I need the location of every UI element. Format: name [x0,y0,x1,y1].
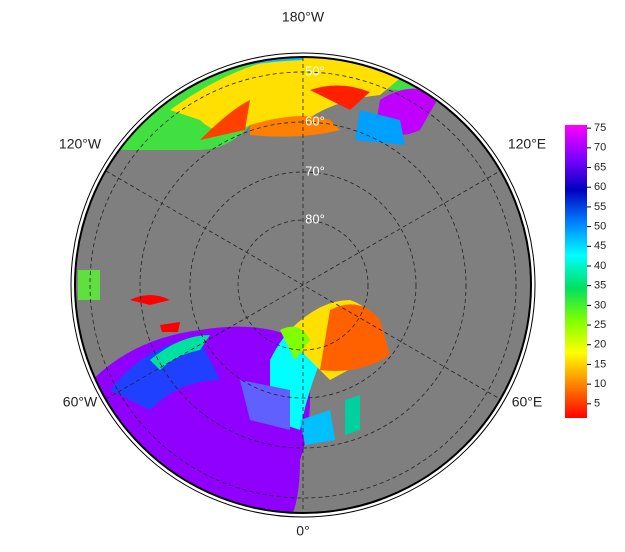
colorbar-tick-label: 30 [594,299,606,311]
colorbar-tick-label: 45 [594,240,606,252]
colorbar-tick-label: 10 [594,378,606,390]
colorbar-tick-label: 20 [594,339,606,351]
colorbar-tick-label: 40 [594,260,606,272]
lon-label: 120°E [508,136,546,152]
lon-label: 180°W [282,9,325,25]
map-border [74,56,532,514]
colorbar-tick-label: 70 [594,142,606,154]
lon-label: 0° [296,523,309,539]
lon-label: 60°E [512,394,543,410]
colorbar-tick-label: 75 [594,122,606,134]
colorbar-tick-label: 50 [594,221,606,233]
lon-label: 120°W [59,136,102,152]
map-frame [70,52,536,518]
colorbar-tick-label: 65 [594,161,606,173]
lat-label: 50° [305,63,325,78]
colorbar-tick-label: 55 [594,201,606,213]
lat-label: 80° [305,211,325,226]
lon-label: 60°W [63,394,98,410]
lat-label: 70° [305,163,325,178]
colorbar-tick-label: 5 [594,398,600,410]
colorbar-tick-label: 35 [594,280,606,292]
colorbar-tick-label: 25 [594,319,606,331]
colorbar-tick-label: 15 [594,358,606,370]
colorbar [565,125,587,418]
colorbar-tick-label: 60 [594,181,606,193]
lat-label: 60° [305,113,325,128]
